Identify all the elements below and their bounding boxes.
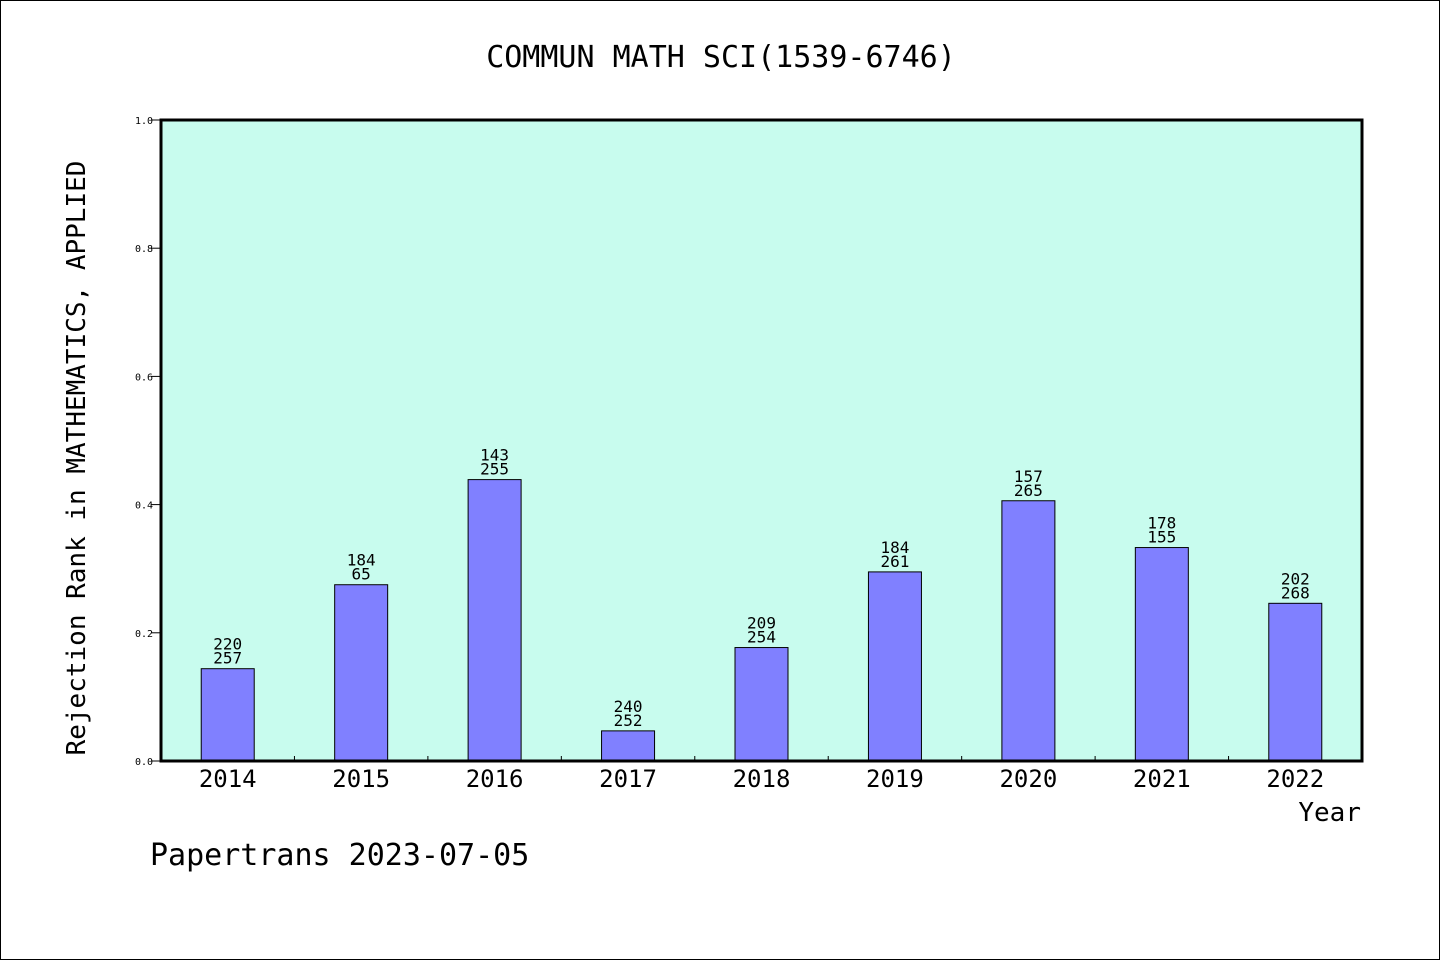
bar-label-bottom: 255: [480, 460, 509, 479]
bar-label-bottom: 155: [1147, 528, 1176, 547]
bar-2020: [1001, 500, 1056, 762]
y-axis-label: Rejection Rank in MATHEMATICS, APPLIED: [62, 161, 92, 756]
y-tick-label: 0.8: [135, 244, 153, 255]
x-tick-label: 2015: [332, 765, 390, 793]
bar-2014: [200, 668, 255, 762]
x-tick-label: 2022: [1266, 765, 1324, 793]
bar-2021: [1134, 547, 1189, 762]
bar-label-bottom: 252: [614, 711, 643, 730]
bar-label-bottom: 257: [213, 649, 242, 668]
x-tick-label: 2019: [866, 765, 924, 793]
bar-label-bottom: 261: [880, 552, 909, 571]
x-tick-label: 2014: [199, 765, 257, 793]
x-tick-label: 2018: [733, 765, 791, 793]
x-tick-label: 2017: [599, 765, 657, 793]
bar-2015: [334, 584, 389, 762]
chart-title: COMMUN MATH SCI(1539-6746): [486, 40, 956, 75]
y-tick-label: 0.0: [135, 757, 153, 768]
bar-label-top: 220: [213, 635, 242, 654]
bar-2016: [467, 479, 522, 762]
y-tick-label: 0.4: [135, 501, 153, 512]
footer-credit: Papertrans 2023-07-05: [150, 838, 529, 873]
bar-label-top: 157: [1014, 467, 1043, 486]
y-tick-label: 0.2: [135, 629, 153, 640]
bar-label-bottom: 268: [1281, 583, 1310, 602]
bar-label-bottom: 254: [747, 628, 776, 647]
bar-label-top: 184: [880, 538, 909, 557]
bar-label-bottom: 265: [1014, 481, 1043, 500]
bar-label-top: 178: [1147, 514, 1176, 533]
x-tick-label: 2020: [999, 765, 1057, 793]
bar-2017: [601, 730, 656, 762]
bar-2019: [867, 571, 922, 762]
bar-2022: [1268, 602, 1323, 762]
bar-2018: [734, 647, 789, 762]
bar-label-top: 202: [1281, 569, 1310, 588]
y-tick-label: 1.0: [135, 116, 153, 127]
bars: 2202571846514325524025220925418426115726…: [200, 446, 1323, 762]
x-axis-ticks: 2014 2015 2016 2017 2018 2019 2020 2021 2022: [199, 756, 1324, 793]
x-tick-label: 2016: [466, 765, 524, 793]
y-tick-label: 0.6: [135, 372, 153, 383]
plot-border: [159, 118, 1364, 763]
x-axis-label: Year: [1298, 798, 1361, 828]
y-axis-ticks: 0.0 0.2 0.4 0.6 0.8 1.0: [135, 116, 161, 768]
bar-label-top: 240: [614, 697, 643, 716]
x-tick-label: 2021: [1133, 765, 1191, 793]
bar-label-top: 184: [347, 551, 376, 570]
bar-label-top: 143: [480, 446, 509, 465]
bar-label-top: 209: [747, 614, 776, 633]
bar-label-bottom: 65: [352, 565, 371, 584]
